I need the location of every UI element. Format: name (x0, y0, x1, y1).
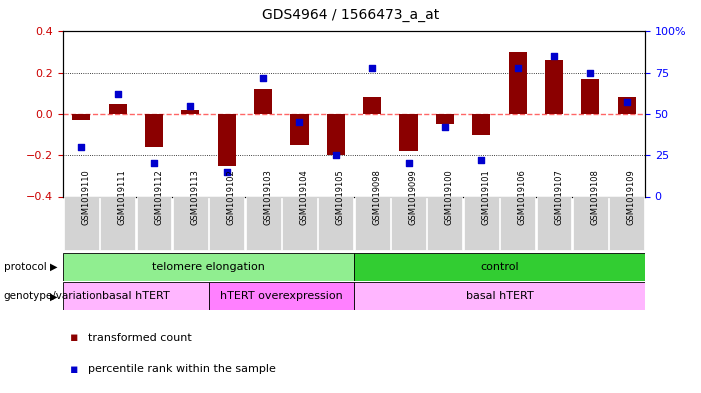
Text: GDS4964 / 1566473_a_at: GDS4964 / 1566473_a_at (262, 8, 439, 22)
Bar (109, 104, 127, 114)
Bar (391, 196, 426, 250)
Bar (536, 196, 571, 250)
Bar (508, 52, 526, 114)
Text: GSM1019110: GSM1019110 (81, 169, 90, 225)
Bar (63, 253, 354, 281)
Text: GSM1019102: GSM1019102 (226, 169, 236, 225)
Bar (355, 196, 390, 250)
Text: GSM1019106: GSM1019106 (517, 169, 526, 225)
Point (221, 169, 232, 175)
Bar (182, 110, 200, 114)
Text: GSM1019100: GSM1019100 (445, 169, 454, 225)
Point (149, 160, 160, 167)
Bar (72, 114, 90, 120)
Text: GSM1019098: GSM1019098 (372, 169, 381, 225)
Text: telomere elongation: telomere elongation (152, 262, 265, 272)
Bar (428, 196, 463, 250)
Bar (545, 60, 563, 114)
Bar (137, 196, 172, 250)
Bar (472, 114, 491, 134)
Text: GSM1019109: GSM1019109 (627, 169, 636, 225)
Text: GSM1019104: GSM1019104 (299, 169, 308, 225)
Bar (327, 114, 345, 155)
Text: GSM1019107: GSM1019107 (554, 169, 563, 225)
Bar (245, 196, 280, 250)
Bar (173, 196, 207, 250)
Point (621, 99, 632, 106)
Text: basal hTERT: basal hTERT (102, 291, 170, 301)
Bar (254, 89, 272, 114)
Text: GSM1019101: GSM1019101 (482, 169, 490, 225)
Point (185, 103, 196, 109)
Text: ▶: ▶ (50, 262, 57, 272)
Bar (210, 196, 244, 250)
Bar (64, 196, 99, 250)
Text: GSM1019111: GSM1019111 (118, 169, 127, 225)
Bar (354, 282, 645, 310)
Text: ▪: ▪ (70, 363, 79, 376)
Bar (318, 196, 353, 250)
Text: GSM1019105: GSM1019105 (336, 169, 345, 225)
Bar (464, 196, 498, 250)
Point (548, 53, 559, 59)
Text: basal hTERT: basal hTERT (465, 291, 533, 301)
Point (76, 144, 87, 150)
Bar (400, 114, 418, 151)
Text: ▶: ▶ (50, 291, 57, 301)
Point (367, 64, 378, 71)
Bar (63, 282, 209, 310)
Bar (501, 196, 535, 250)
Bar (363, 97, 381, 114)
Text: hTERT overexpression: hTERT overexpression (220, 291, 343, 301)
Bar (290, 114, 308, 145)
Point (257, 75, 268, 81)
Bar (354, 253, 645, 281)
Text: GSM1019099: GSM1019099 (409, 169, 418, 225)
Bar (145, 114, 163, 147)
Text: protocol: protocol (4, 262, 46, 272)
Bar (436, 114, 454, 124)
Point (440, 124, 451, 130)
Point (403, 160, 414, 167)
Text: GSM1019112: GSM1019112 (154, 169, 163, 225)
Point (512, 64, 523, 71)
Text: GSM1019103: GSM1019103 (263, 169, 272, 225)
Bar (609, 196, 644, 250)
Bar (581, 79, 599, 114)
Bar (209, 282, 354, 310)
Bar (282, 196, 317, 250)
Bar (217, 114, 236, 165)
Text: GSM1019113: GSM1019113 (191, 169, 199, 225)
Point (476, 157, 487, 163)
Point (330, 152, 341, 158)
Bar (100, 196, 135, 250)
Point (294, 119, 305, 125)
Point (585, 70, 596, 76)
Bar (573, 196, 608, 250)
Text: GSM1019108: GSM1019108 (590, 169, 599, 225)
Bar (618, 97, 636, 114)
Text: transformed count: transformed count (88, 333, 191, 343)
Text: ▪: ▪ (70, 331, 79, 345)
Text: percentile rank within the sample: percentile rank within the sample (88, 364, 275, 375)
Text: genotype/variation: genotype/variation (4, 291, 102, 301)
Text: control: control (480, 262, 519, 272)
Point (112, 91, 123, 97)
